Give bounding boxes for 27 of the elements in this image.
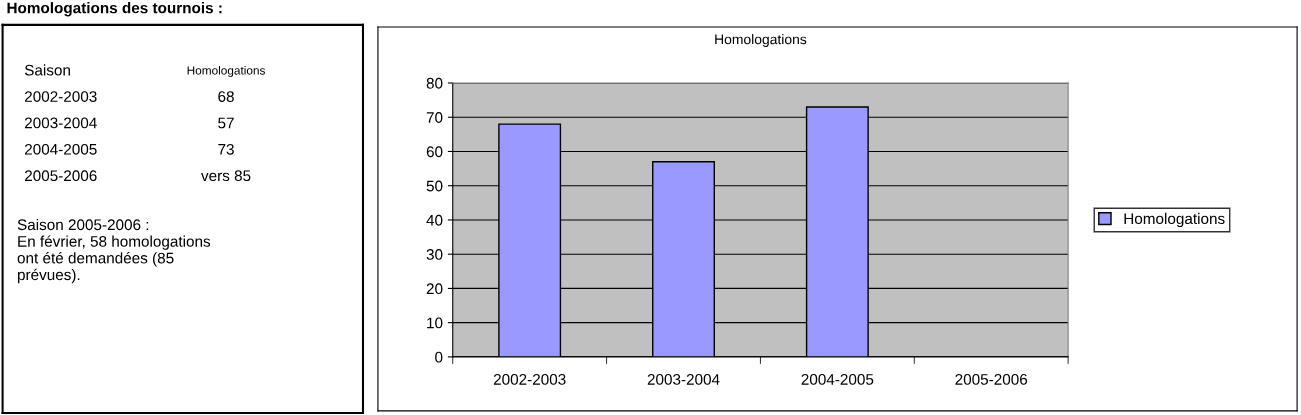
- y-tick-label: 60: [426, 146, 443, 158]
- x-tick-label: 2004-2005: [801, 373, 874, 385]
- y-tick-label: 30: [426, 249, 443, 260]
- x-tick-label: 2005-2006: [955, 373, 1028, 385]
- text: vers 85: [201, 170, 251, 182]
- y-tick-label: 70: [426, 112, 443, 123]
- text: 73: [218, 143, 234, 155]
- text: Saison: [24, 64, 70, 76]
- text: Homologations: [187, 65, 265, 77]
- legend-label: Homologations: [1124, 212, 1225, 228]
- y-tick-label: 20: [426, 283, 443, 295]
- text: 2003-2004: [24, 117, 97, 129]
- y-tick-label: 0: [435, 351, 443, 363]
- chart-title: Homologations: [715, 34, 807, 47]
- text: 2002-2003: [24, 91, 97, 102]
- text: Homologations des tournois :: [7, 2, 222, 17]
- x-tick-label: 2002-2003: [493, 373, 566, 385]
- text: 57: [218, 117, 234, 129]
- text: 2005-2006: [24, 170, 97, 182]
- y-tick-label: 80: [426, 77, 443, 89]
- text: Saison 2005-2006 : En février, 58 homologations ont été demandées (85 prévues).: [17, 218, 211, 284]
- y-tick-label: 50: [426, 180, 443, 192]
- x-tick-label: 2003-2004: [647, 373, 720, 385]
- y-tick-label: 10: [427, 317, 443, 329]
- text: 2004-2005: [24, 143, 97, 155]
- text: 68: [218, 91, 234, 102]
- y-tick-label: 40: [426, 214, 443, 226]
